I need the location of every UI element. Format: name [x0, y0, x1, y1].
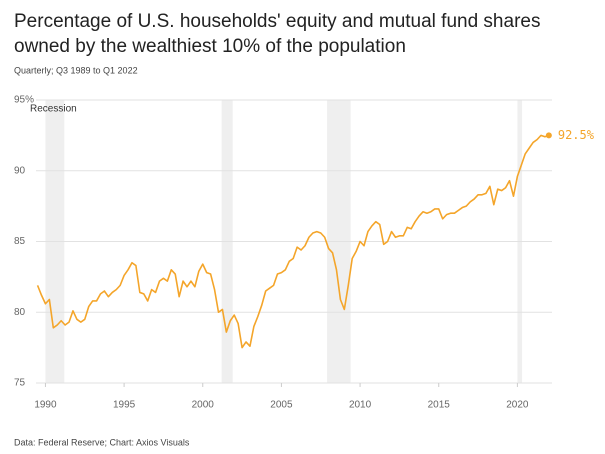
value-label: 92.5% — [558, 128, 595, 142]
end-point — [545, 132, 552, 139]
chart-title: owned by the wealthiest 10% of the popul… — [14, 36, 406, 57]
y-tick-label: 95% — [14, 95, 34, 106]
y-tick-label: 80 — [14, 307, 26, 318]
x-tick-label: 2000 — [192, 400, 215, 411]
plot-area: Recession 75 80 85 90 95% 1990 1995 2000 2005 2010… — [14, 95, 595, 411]
recession-label: Recession — [30, 104, 77, 115]
source-note: Data: Federal Reserve; Chart: Axios Visu… — [14, 437, 190, 447]
x-tick-label: 2010 — [349, 400, 372, 411]
x-tick-label: 1990 — [34, 400, 57, 411]
x-tick-label: 1995 — [113, 400, 136, 411]
y-tick-label: 90 — [14, 165, 26, 176]
x-tick-label: 2020 — [506, 400, 529, 411]
line — [36, 134, 550, 349]
y-tick-label: 75 — [14, 378, 26, 389]
x-tick-label: 2005 — [270, 400, 293, 411]
y-tick-label: 85 — [14, 236, 26, 247]
chart-title: Percentage of U.S. households' equity an… — [14, 11, 540, 32]
x-tick-label: 2015 — [428, 400, 451, 411]
chart-subtitle: Quarterly; Q3 1989 to Q1 2022 — [14, 65, 138, 75]
